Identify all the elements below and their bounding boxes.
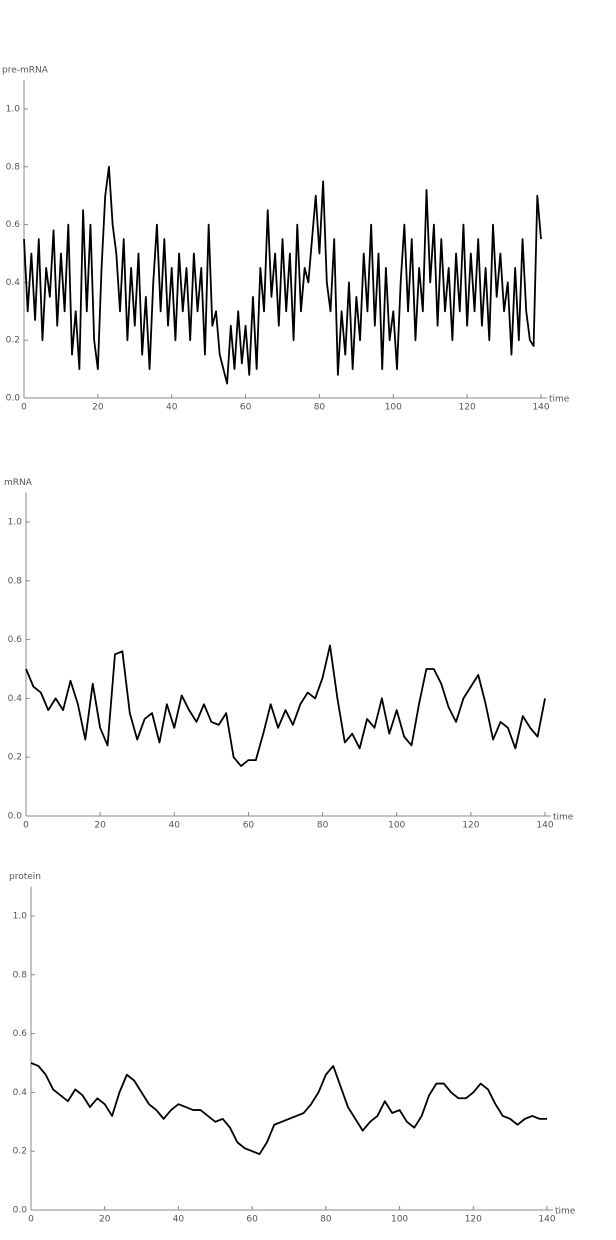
- x-tick-label: 60: [243, 821, 255, 831]
- y-tick-label: 0.4: [8, 694, 23, 704]
- x-tick-label: 20: [92, 403, 104, 413]
- x-tick-label: 100: [391, 1215, 408, 1225]
- x-tick-label: 100: [385, 403, 402, 413]
- x-tick-label: 140: [532, 403, 549, 413]
- y-tick-label: 0.4: [13, 1088, 28, 1098]
- x-tick-label: 120: [462, 821, 479, 831]
- x-axis-label: time: [553, 813, 574, 823]
- x-tick-label: 0: [21, 403, 27, 413]
- y-tick-label: 0.6: [8, 635, 23, 645]
- x-tick-label: 60: [246, 1215, 258, 1225]
- y-tick-label: 0.0: [6, 394, 21, 404]
- x-axis-label: time: [555, 1207, 576, 1217]
- x-tick-label: 140: [536, 821, 553, 831]
- y-tick-label: 0.0: [8, 812, 23, 822]
- x-tick-label: 100: [388, 821, 405, 831]
- data-line: [30, 1062, 547, 1156]
- y-axis-label: mRNA: [4, 478, 33, 488]
- x-tick-label: 20: [94, 821, 106, 831]
- x-tick-label: 0: [28, 1215, 34, 1225]
- x-tick-label: 60: [240, 403, 252, 413]
- y-axis-label: pre-mRNA: [2, 66, 49, 76]
- x-tick-label: 40: [173, 1215, 185, 1225]
- x-tick-label: 120: [465, 1215, 482, 1225]
- data-line: [25, 644, 546, 767]
- y-tick-label: 0.8: [8, 576, 23, 586]
- x-tick-label: 20: [99, 1215, 111, 1225]
- x-tick-label: 80: [314, 403, 326, 413]
- y-tick-label: 1.0: [6, 105, 21, 115]
- y-tick-label: 0.2: [13, 1147, 27, 1157]
- y-axis-label: protein: [9, 872, 41, 882]
- y-tick-label: 1.0: [13, 912, 28, 922]
- y-tick-label: 0.6: [13, 1029, 28, 1039]
- y-tick-label: 1.0: [8, 518, 23, 528]
- y-tick-label: 0.0: [13, 1206, 28, 1216]
- x-tick-label: 80: [317, 821, 329, 831]
- x-tick-label: 80: [320, 1215, 332, 1225]
- y-tick-label: 0.8: [6, 162, 21, 172]
- x-tick-label: 40: [169, 821, 181, 831]
- y-tick-label: 0.2: [8, 753, 22, 763]
- x-tick-label: 40: [166, 403, 178, 413]
- y-tick-label: 0.6: [6, 220, 21, 230]
- y-tick-label: 0.8: [13, 970, 28, 980]
- x-axis-label: time: [549, 395, 570, 405]
- data-line: [23, 165, 542, 385]
- y-tick-label: 0.2: [6, 336, 20, 346]
- x-tick-label: 0: [23, 821, 29, 831]
- x-tick-label: 140: [538, 1215, 555, 1225]
- y-tick-label: 0.4: [6, 278, 21, 288]
- x-tick-label: 120: [459, 403, 476, 413]
